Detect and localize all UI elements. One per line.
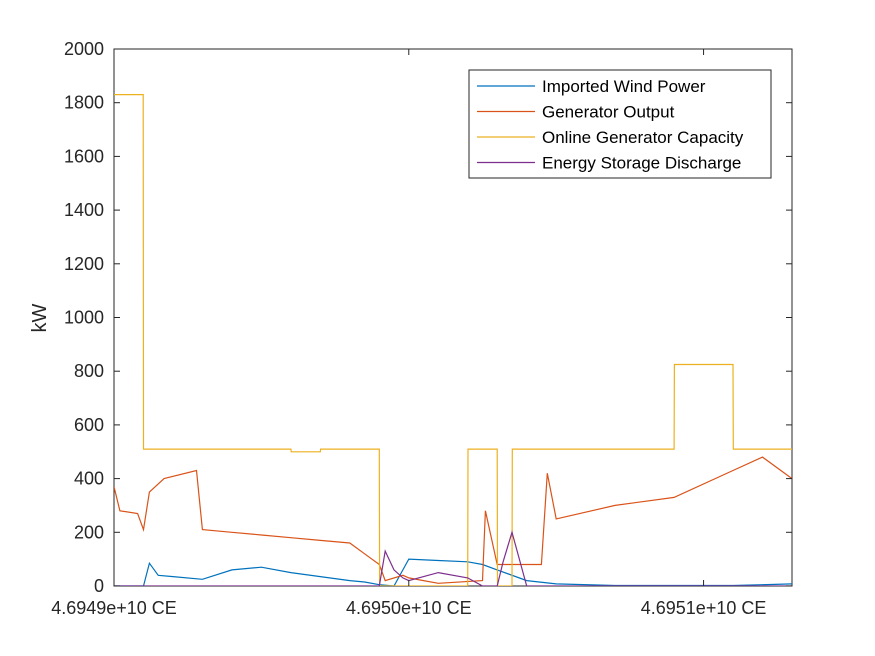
x-tick-label: 4.6950e+10 CE [346, 598, 472, 618]
y-tick-label: 200 [74, 522, 104, 542]
legend: Imported Wind Power Generator Output Onlin… [468, 69, 772, 179]
series-line-1 [114, 456, 792, 584]
y-tick-label: 600 [74, 415, 104, 435]
y-tick-label: 1000 [64, 308, 104, 328]
legend-label-0: Imported Wind Power [542, 77, 706, 96]
x-axis: 4.6949e+10 CE 4.6950e+10 CE 4.6951e+10 CE [51, 49, 766, 618]
y-tick-label: 1400 [64, 200, 104, 220]
x-tick-label: 4.6949e+10 CE [51, 598, 177, 618]
y-tick-label: 800 [74, 361, 104, 381]
y-axis-label: kW [29, 303, 51, 332]
series-line-2 [114, 93, 792, 586]
series-lines [114, 93, 792, 586]
legend-label-3: Energy Storage Discharge [542, 154, 741, 173]
y-tick-label: 1600 [64, 146, 104, 166]
y-tick-label: 2000 [64, 39, 104, 59]
series-line-3 [114, 530, 792, 586]
x-tick-label: 4.6951e+10 CE [641, 598, 767, 618]
legend-box [468, 69, 772, 179]
y-tick-label: 1800 [64, 93, 104, 113]
legend-label-2: Online Generator Capacity [542, 128, 744, 147]
y-axis: 0 200 400 600 800 1000 1200 1400 1600 1800 2000 [64, 39, 792, 596]
y-tick-label: 1200 [64, 254, 104, 274]
y-tick-label: 0 [94, 576, 104, 596]
y-tick-label: 400 [74, 469, 104, 489]
legend-label-1: Generator Output [542, 103, 675, 122]
